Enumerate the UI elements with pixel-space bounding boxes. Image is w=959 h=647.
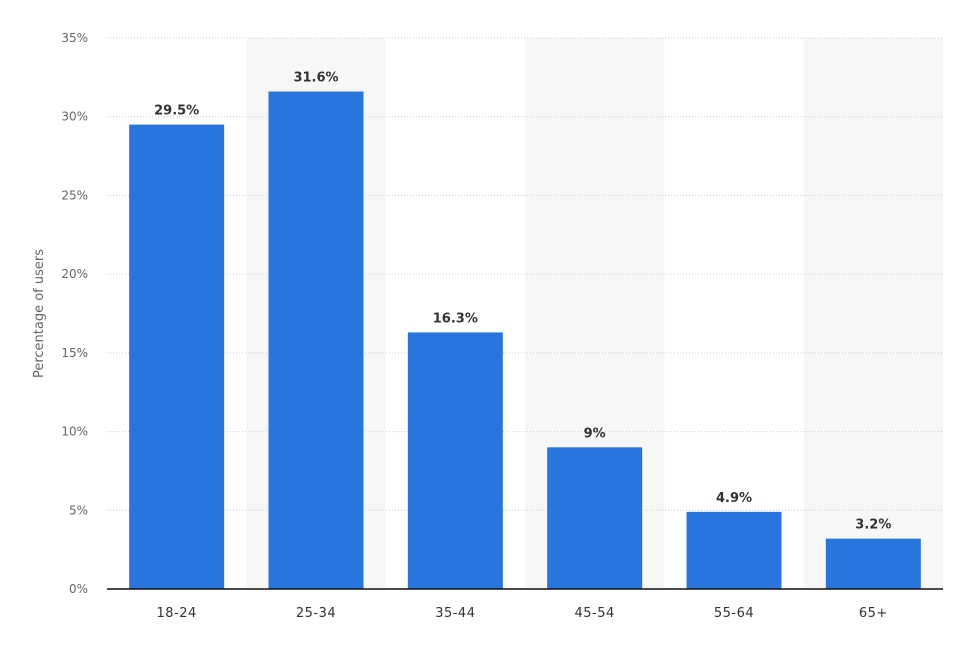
x-axis-ticks: 18-24 25-34 35-44 45-54 55-64 65+ bbox=[157, 606, 888, 621]
y-axis-title: Percentage of users bbox=[32, 249, 47, 378]
y-tick-label: 10% bbox=[61, 425, 88, 439]
bar-18-24[interactable] bbox=[129, 124, 225, 589]
data-label-25-34: 31.6% bbox=[293, 71, 338, 86]
data-label-35-44: 16.3% bbox=[433, 311, 478, 326]
bars bbox=[129, 91, 921, 590]
bar-25-34[interactable] bbox=[268, 91, 364, 590]
x-tick-label-35-44: 35-44 bbox=[435, 606, 475, 621]
y-tick-label: 25% bbox=[61, 188, 88, 202]
y-tick-label: 5% bbox=[69, 503, 88, 517]
data-label-65+: 3.2% bbox=[855, 518, 891, 533]
data-label-55-64: 4.9% bbox=[716, 491, 752, 506]
x-tick-label-18-24: 18-24 bbox=[157, 606, 197, 621]
y-tick-label: 30% bbox=[61, 110, 88, 124]
gridlines bbox=[107, 37, 943, 511]
bar-65+[interactable] bbox=[825, 538, 921, 589]
y-tick-label: 15% bbox=[61, 346, 88, 360]
y-tick-label: 20% bbox=[61, 267, 88, 281]
y-tick-label: 35% bbox=[61, 31, 88, 45]
data-label-45-54: 9% bbox=[584, 426, 606, 441]
y-tick-label: 0% bbox=[69, 582, 88, 596]
y-axis-ticks: 0% 5% 10% 15% 20% 25% 30% 35% bbox=[61, 31, 88, 596]
data-label-18-24: 29.5% bbox=[154, 104, 199, 119]
bar-55-64[interactable] bbox=[686, 511, 782, 589]
x-tick-label-45-54: 45-54 bbox=[575, 606, 615, 621]
bar-45-54[interactable] bbox=[547, 447, 643, 589]
x-tick-label-55-64: 55-64 bbox=[714, 606, 754, 621]
data-labels: 29.5% 31.6% 16.3% 9% 4.9% 3.2% bbox=[154, 71, 891, 533]
x-tick-label-25-34: 25-34 bbox=[296, 606, 336, 621]
bar-35-44[interactable] bbox=[407, 332, 503, 589]
x-tick-label-65+: 65+ bbox=[859, 606, 888, 621]
band-65+ bbox=[803, 38, 943, 589]
